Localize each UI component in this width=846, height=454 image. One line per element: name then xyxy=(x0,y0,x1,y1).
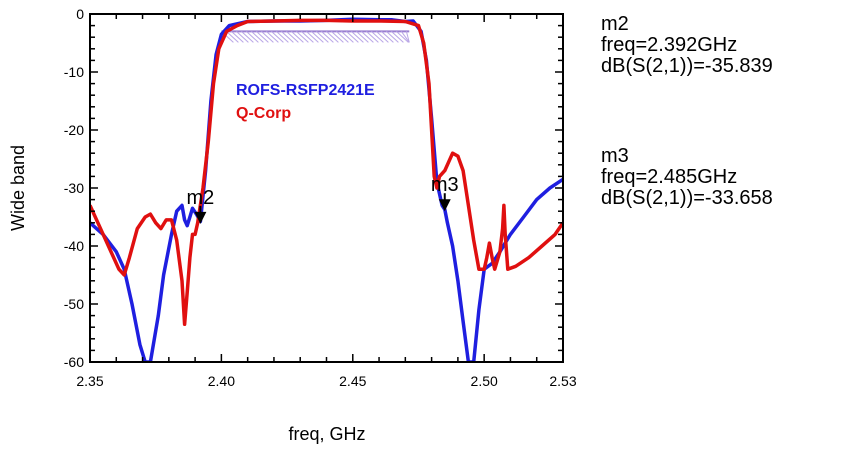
spec-hatch xyxy=(405,31,410,43)
spec-hatch xyxy=(366,31,379,43)
marker-arrow-icon xyxy=(438,199,451,212)
x-tick-label: 2.40 xyxy=(208,373,235,389)
spec-hatch xyxy=(326,31,339,43)
marker-m2: m2 xyxy=(186,187,214,224)
x-tick-label: 2.35 xyxy=(76,373,103,389)
spec-hatch xyxy=(281,31,294,43)
spec-hatch xyxy=(246,31,259,43)
spec-hatch xyxy=(271,31,284,43)
readout-m3-freq: freq=2.485GHz xyxy=(601,166,738,188)
spec-hatch xyxy=(356,31,369,43)
spec-hatch xyxy=(291,31,304,43)
readout-m2-freq: freq=2.392GHz xyxy=(601,34,738,56)
y-tick-label: -30 xyxy=(64,180,84,196)
spec-hatch xyxy=(236,31,249,43)
spec-hatch xyxy=(286,31,299,43)
y-tick-label: -20 xyxy=(64,122,84,138)
spec-hatch xyxy=(341,31,354,43)
marker-m3-readout: m3 freq=2.485GHz dB(S(2,1))=-33.658 xyxy=(601,146,773,209)
plot-frame xyxy=(89,13,564,363)
x-tick-label: 2.50 xyxy=(471,373,498,389)
spec-hatch xyxy=(351,31,364,43)
x-tick-label: 2.45 xyxy=(339,373,366,389)
spec-hatch xyxy=(301,31,314,43)
spec-hatch xyxy=(346,31,359,43)
spec-hatch xyxy=(396,31,409,43)
spec-hatch xyxy=(251,31,264,43)
spec-hatch xyxy=(376,31,389,43)
readout-m2-value: dB(S(2,1))=-35.839 xyxy=(601,55,773,77)
spec-hatch xyxy=(306,31,319,43)
spec-hatch xyxy=(381,31,394,43)
spec-hatch xyxy=(371,31,384,43)
series-line-qcorp xyxy=(90,18,563,327)
y-tick-label: -50 xyxy=(64,296,84,312)
x-axis-label: freq, GHz xyxy=(288,424,365,444)
marker-label: m2 xyxy=(186,187,214,209)
legend-qcorp: Q-Corp xyxy=(236,105,291,122)
spec-hatch xyxy=(241,31,254,43)
spec-hatch xyxy=(256,31,269,43)
marker-m2-readout: m2 freq=2.392GHz dB(S(2,1))=-35.839 xyxy=(601,14,773,77)
marker-m3: m3 xyxy=(431,174,459,212)
spec-hatch xyxy=(276,31,289,43)
spec-hatch xyxy=(336,31,349,43)
spec-hatch xyxy=(226,31,239,43)
y-tick-label: 0 xyxy=(76,6,84,22)
marker-arrow-icon xyxy=(194,211,207,224)
readout-m3-value: dB(S(2,1))=-33.658 xyxy=(601,187,773,209)
spec-hatch xyxy=(400,31,410,43)
spec-hatch xyxy=(316,31,329,43)
spec-hatch xyxy=(311,31,324,43)
y-tick-label: -10 xyxy=(64,64,84,80)
spec-hatch xyxy=(266,31,279,43)
readout-m3-name: m3 xyxy=(601,145,629,167)
spec-hatch xyxy=(331,31,344,43)
marker-label: m3 xyxy=(431,174,459,196)
y-axis-label: Wide band xyxy=(8,145,28,231)
spec-hatch xyxy=(261,31,274,43)
x-tick-label: 2.53 xyxy=(549,373,576,389)
spec-hatch xyxy=(386,31,399,43)
spec-hatch xyxy=(391,31,404,43)
y-tick-label: -40 xyxy=(64,238,84,254)
spec-hatch xyxy=(321,31,334,43)
readout-m2-name: m2 xyxy=(601,13,629,35)
series-line-rofs xyxy=(90,17,563,362)
legend-rofs: ROFS-RSFP2421E xyxy=(236,82,375,99)
spec-hatch xyxy=(231,31,244,43)
spec-hatch xyxy=(361,31,374,43)
y-tick-label: -60 xyxy=(64,354,84,370)
spec-hatch xyxy=(296,31,309,43)
passband-spec-mask xyxy=(221,30,410,43)
